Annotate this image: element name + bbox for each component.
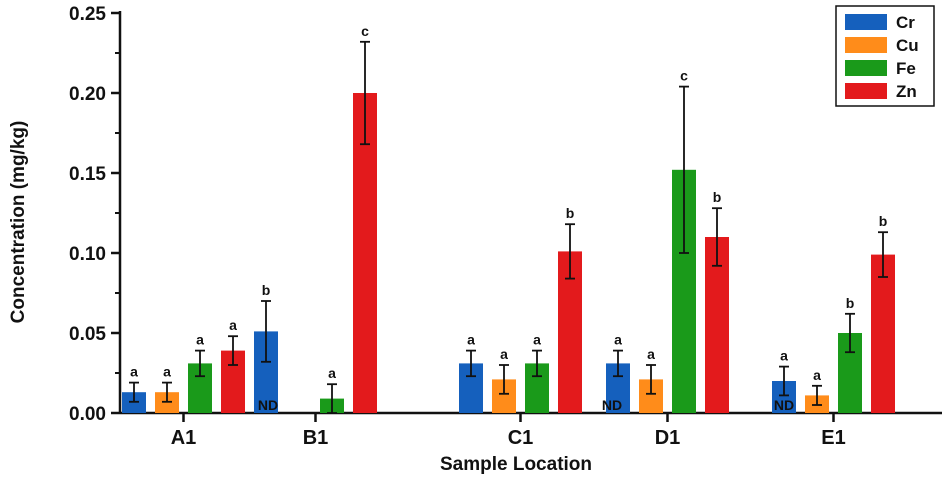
significance-label: a: [328, 365, 336, 381]
significance-label: b: [566, 205, 575, 221]
legend-label-cu: Cu: [896, 36, 919, 55]
significance-label: a: [614, 332, 622, 348]
significance-label: a: [647, 346, 655, 362]
legend-swatch-zn: [845, 83, 887, 99]
bar-zn-e1: [871, 254, 895, 413]
significance-label: a: [196, 332, 204, 348]
significance-label: b: [262, 282, 271, 298]
legend-swatch-fe: [845, 60, 887, 76]
legend-swatch-cr: [845, 14, 887, 30]
nd-label: ND: [774, 397, 794, 413]
significance-label: a: [813, 367, 821, 383]
legend-label-zn: Zn: [896, 82, 917, 101]
x-tick-label: A1: [171, 427, 197, 449]
y-tick-label: 0.25: [69, 4, 106, 25]
y-tick-label: 0.00: [69, 404, 106, 425]
y-tick-label: 0.20: [69, 84, 106, 105]
x-axis-title: Sample Location: [440, 454, 592, 475]
y-axis-title: Concentration (mg/kg): [8, 121, 29, 324]
significance-label: a: [163, 364, 171, 380]
significance-label: a: [467, 332, 475, 348]
significance-label: a: [780, 348, 788, 364]
legend: Cr Cu Fe Zn: [835, 5, 935, 107]
nd-label: ND: [602, 397, 622, 413]
significance-label: b: [713, 189, 722, 205]
bar-zn-b1: [353, 93, 377, 413]
significance-label: b: [879, 213, 888, 229]
y-tick-label: 0.05: [69, 324, 106, 345]
significance-label: c: [361, 23, 369, 39]
bars-layer: [122, 40, 895, 414]
x-tick-label: D1: [655, 427, 681, 449]
legend-label-cr: Cr: [896, 13, 915, 32]
x-tick-label: B1: [303, 427, 329, 449]
significance-label: c: [680, 68, 688, 84]
significance-label: a: [533, 332, 541, 348]
y-tick-label: 0.10: [69, 244, 106, 265]
significance-label: a: [130, 364, 138, 380]
nd-label: ND: [258, 397, 278, 413]
significance-label: b: [846, 295, 855, 311]
x-tick-label: C1: [508, 427, 534, 449]
x-tick-label: E1: [821, 427, 845, 449]
significance-label: a: [500, 346, 508, 362]
legend-label-fe: Fe: [896, 59, 916, 78]
y-tick-label: 0.15: [69, 164, 106, 185]
labels-layer: a a a a b a c a a a b a a c b a a b b ND ND ND: [130, 23, 887, 413]
legend-swatch-cu: [845, 37, 887, 53]
significance-label: a: [229, 317, 237, 333]
